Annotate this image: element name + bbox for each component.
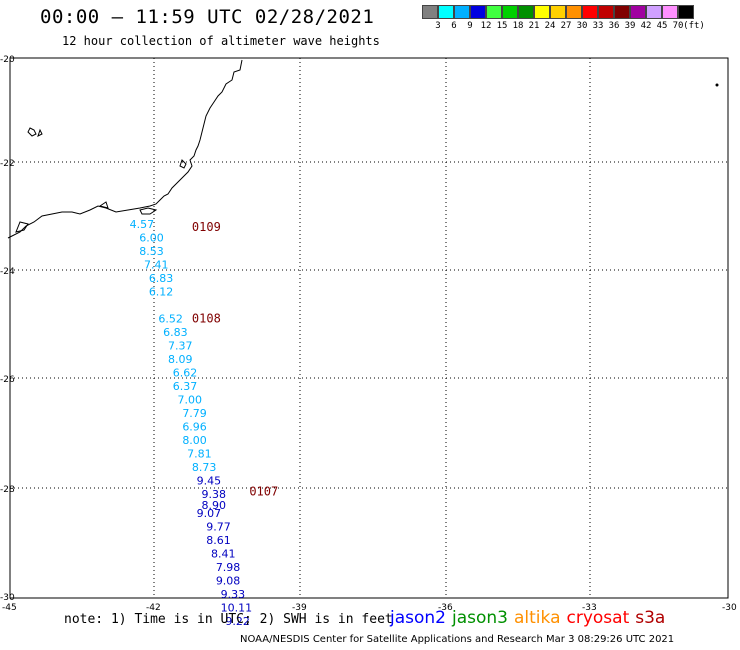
colorbar-label: 6	[451, 21, 457, 31]
swh-value: 4.57	[130, 218, 155, 231]
legend-item: jason2	[390, 608, 446, 628]
colorbar-swatch	[598, 5, 614, 19]
swh-value: 8.53	[139, 245, 164, 258]
swh-value: 8.61	[206, 534, 231, 547]
y-tick: -20	[0, 55, 15, 65]
pass-id: 0109	[192, 220, 221, 234]
swh-value: 6.96	[182, 421, 207, 434]
swh-value: 9.38	[201, 488, 226, 501]
colorbar-label: 12	[480, 21, 492, 31]
legend-item: jason3	[452, 608, 508, 628]
legend-item: s3a	[635, 608, 666, 628]
y-tick: -22	[0, 159, 15, 169]
x-tick: -42	[146, 603, 161, 613]
swh-value: 7.37	[168, 340, 193, 353]
colorbar-label: 33	[592, 21, 604, 31]
y-tick: -24	[0, 267, 15, 277]
swh-value: 6.83	[149, 272, 174, 285]
swh-value: 7.98	[216, 561, 241, 574]
x-tick-labels: -45 -42 -39 -36 -33 -30	[2, 603, 737, 613]
colorbar-swatch	[438, 5, 454, 19]
y-tick-labels: -20 -22 -24 -26 -28 -30	[0, 55, 15, 603]
swh-value: 9.07	[197, 507, 222, 520]
swh-value: 8.41	[211, 548, 236, 561]
swh-value: 7.79	[182, 407, 207, 420]
colorbar-label: 30	[576, 21, 588, 31]
map-frame	[9, 57, 729, 599]
colorbar-label: 24	[544, 21, 556, 31]
swh-value: 8.00	[182, 434, 207, 447]
colorbar	[422, 5, 694, 19]
colorbar-label: (ft)	[683, 21, 705, 31]
colorbar-swatch	[422, 5, 438, 19]
swh-value: 6.12	[149, 286, 174, 299]
coastline	[7, 59, 243, 239]
footer-credit: NOAA/NESDIS Center for Satellite Applica…	[240, 634, 675, 645]
satellite-legend: jason2 jason3 altika cryosat s3a	[390, 608, 671, 628]
colorbar-swatch	[550, 5, 566, 19]
swh-value: 6.52	[158, 313, 183, 326]
swh-value: 9.45	[197, 475, 222, 488]
swh-value: 6.62	[173, 367, 198, 380]
y-tick: -30	[0, 593, 15, 603]
swh-value: 7.81	[187, 448, 212, 461]
island-marker	[715, 83, 719, 87]
colorbar-label: 45	[656, 21, 668, 31]
colorbar-swatch	[518, 5, 534, 19]
colorbar-label: 39	[624, 21, 636, 31]
pass-ids: 0109 0108 0107	[192, 220, 278, 499]
colorbar-swatch	[534, 5, 550, 19]
colorbar-swatch	[454, 5, 470, 19]
colorbar-swatch	[582, 5, 598, 19]
legend-item: altika	[514, 608, 561, 628]
colorbar-label: 27	[560, 21, 572, 31]
swh-value: 9.77	[206, 521, 231, 534]
graticule	[10, 58, 728, 598]
x-tick: -33	[582, 603, 597, 613]
colorbar-label: 42	[640, 21, 652, 31]
colorbar-swatch	[614, 5, 630, 19]
swh-value: 8.09	[168, 353, 193, 366]
colorbar-swatch	[646, 5, 662, 19]
colorbar-swatch	[630, 5, 646, 19]
swh-value: 8.90	[201, 499, 226, 512]
colorbar-swatch	[678, 5, 694, 19]
map-title: 00:00 – 11:59 UTC 02/28/2021	[40, 6, 375, 28]
colorbar-label: 3	[435, 21, 441, 31]
x-tick: -39	[292, 603, 307, 613]
colorbar-label: 9	[467, 21, 473, 31]
x-tick: -30	[722, 603, 737, 613]
units-note: note: 1) Time is in UTC; 2) SWH is in fe…	[64, 612, 393, 627]
colorbar-swatch	[470, 5, 486, 19]
swh-value: 6.83	[163, 326, 188, 339]
swh-value: 9.22	[225, 615, 250, 628]
swh-value: 7.00	[178, 394, 203, 407]
map-subtitle: 12 hour collection of altimeter wave hei…	[62, 34, 380, 48]
x-tick: -45	[2, 603, 17, 613]
swh-value: 9.33	[221, 588, 246, 601]
colorbar-label: 70	[672, 21, 684, 31]
pass-id: 0108	[192, 312, 221, 326]
y-tick: -26	[0, 375, 15, 385]
pass-id: 0107	[249, 484, 278, 498]
swh-value: 8.73	[192, 461, 217, 474]
swh-value: 6.37	[173, 380, 198, 393]
swh-value: 7.41	[144, 259, 169, 272]
swh-values: 4.576.008.537.416.836.126.526.837.378.09…	[130, 218, 252, 628]
swh-value: 9.08	[216, 575, 241, 588]
swh-value: 10.11	[221, 602, 253, 615]
colorbar-label: 15	[496, 21, 508, 31]
colorbar-label: 21	[528, 21, 540, 31]
x-tick: -36	[438, 603, 453, 613]
colorbar-swatch	[486, 5, 502, 19]
swh-value: 6.00	[139, 232, 164, 245]
colorbar-label: 36	[608, 21, 620, 31]
colorbar-swatch	[566, 5, 582, 19]
y-tick: -28	[0, 485, 15, 495]
colorbar-swatch	[662, 5, 678, 19]
colorbar-label: 18	[512, 21, 524, 31]
colorbar-swatch	[502, 5, 518, 19]
legend-item: cryosat	[566, 608, 630, 628]
